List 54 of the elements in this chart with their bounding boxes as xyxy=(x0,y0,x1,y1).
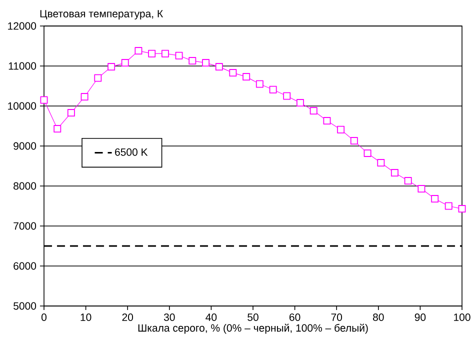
point xyxy=(283,92,291,100)
point xyxy=(364,149,372,157)
y-tick-label: 5000 xyxy=(14,302,36,310)
y-tick-label: 7000 xyxy=(14,222,36,230)
point xyxy=(377,159,385,167)
point xyxy=(108,63,116,71)
point xyxy=(67,109,75,117)
point xyxy=(215,63,223,71)
x-tick-label: 20 xyxy=(122,314,134,321)
point xyxy=(296,99,304,107)
point xyxy=(188,57,196,65)
y-tick-label: 11000 xyxy=(8,62,36,70)
y-tick-label: 6000 xyxy=(14,262,36,270)
point xyxy=(444,202,452,210)
y-axis-title: Цветовая температура, К xyxy=(40,10,164,20)
point xyxy=(54,125,62,133)
x-tick-label: 10 xyxy=(80,314,92,321)
x-tick-label: 30 xyxy=(164,314,175,321)
x-tick-label: 0 xyxy=(41,314,46,321)
point xyxy=(390,169,398,177)
x-tick-label: 40 xyxy=(206,314,217,321)
point xyxy=(242,73,250,81)
point xyxy=(161,50,169,58)
point xyxy=(269,86,277,94)
y-tick-label: 12000 xyxy=(8,22,36,30)
point xyxy=(337,126,345,134)
x-tick-label: 50 xyxy=(248,314,258,321)
y-tick-label: 9000 xyxy=(14,142,36,150)
x-tick-label: 80 xyxy=(373,314,384,321)
point xyxy=(458,205,466,213)
point xyxy=(134,47,142,55)
x-axis-title: Шкала серого, % (0% – черный, 100% – белый) xyxy=(138,324,368,334)
point xyxy=(256,80,264,88)
point xyxy=(40,96,48,104)
point xyxy=(121,59,129,67)
point xyxy=(431,195,439,203)
point xyxy=(202,59,210,67)
point xyxy=(350,137,358,145)
point xyxy=(323,117,331,125)
point xyxy=(404,177,412,185)
x-tick-label: 70 xyxy=(331,314,342,321)
point xyxy=(80,93,88,101)
x-tick-label: 60 xyxy=(289,314,300,321)
point xyxy=(310,107,318,115)
y-tick-label: 10000 xyxy=(8,102,36,110)
point xyxy=(148,50,156,58)
point xyxy=(229,69,237,77)
legend-label: 6500 K xyxy=(115,148,148,156)
x-tick-label: 100 xyxy=(454,314,470,321)
point xyxy=(94,74,102,82)
point xyxy=(175,52,183,60)
point xyxy=(418,185,426,193)
x-tick-label: 90 xyxy=(414,314,426,321)
y-tick-label: 8000 xyxy=(14,182,36,190)
